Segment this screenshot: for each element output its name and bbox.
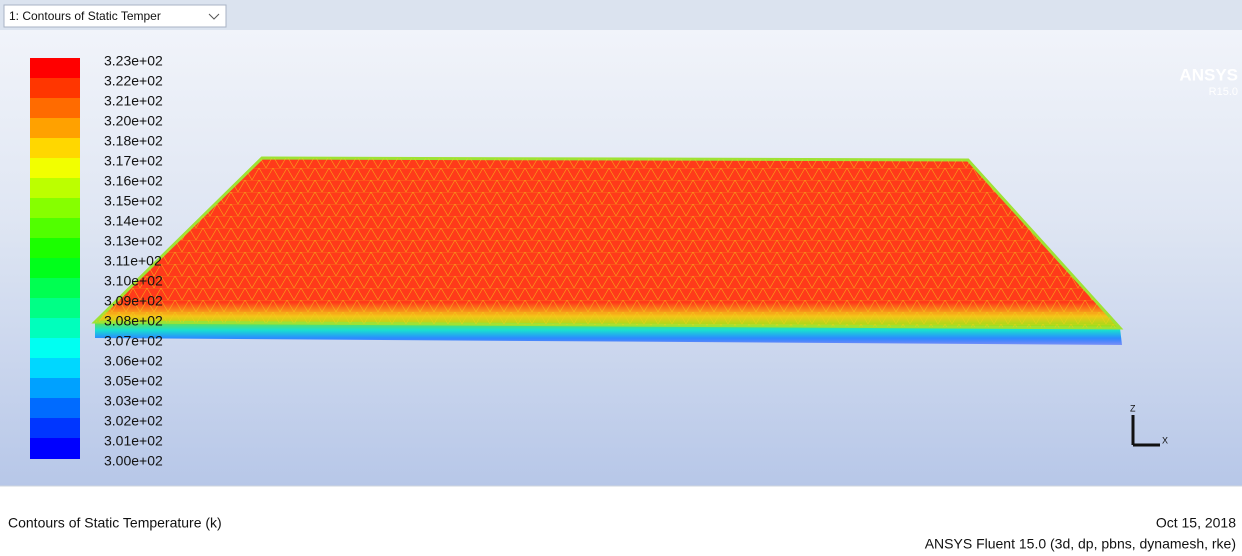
legend-swatch	[30, 298, 80, 319]
legend-label: 3.14e+02	[104, 213, 163, 229]
legend-label: 3.21e+02	[104, 93, 163, 109]
legend-swatch	[30, 78, 80, 99]
legend-label: 3.20e+02	[104, 113, 163, 129]
legend-swatch	[30, 318, 80, 339]
legend-label: 3.05e+02	[104, 373, 163, 389]
legend-label: 3.15e+02	[104, 193, 163, 209]
legend-label: 3.13e+02	[104, 233, 163, 249]
triad-x-label: X	[1162, 435, 1168, 445]
footer-title: Contours of Static Temperature (k)	[8, 515, 222, 531]
legend-label: 3.07e+02	[104, 333, 163, 349]
legend-label: 3.18e+02	[104, 133, 163, 149]
legend-label: 3.08e+02	[104, 313, 163, 329]
legend-swatch	[30, 178, 80, 199]
logo-version: R15.0	[1209, 86, 1238, 98]
legend-swatch	[30, 278, 80, 299]
legend-label: 3.17e+02	[104, 153, 163, 169]
legend-swatch	[30, 218, 80, 239]
legend-label: 3.16e+02	[104, 173, 163, 189]
footer-date: Oct 15, 2018	[1156, 515, 1236, 531]
legend-swatch	[30, 98, 80, 119]
legend-label: 3.22e+02	[104, 73, 163, 89]
legend-swatch	[30, 238, 80, 259]
legend-swatch	[30, 338, 80, 359]
legend-swatch	[30, 398, 80, 419]
legend-swatch	[30, 438, 80, 459]
logo-name: ANSYS	[1179, 65, 1238, 84]
legend-swatch	[30, 118, 80, 139]
legend-swatch	[30, 158, 80, 179]
plate-mesh	[95, 158, 1120, 328]
legend-label: 3.10e+02	[104, 273, 163, 289]
fluent-window: 1: Contours of Static Temper 3.23e+02 3.2…	[0, 0, 1242, 556]
legend-swatch	[30, 378, 80, 399]
legend-swatch	[30, 258, 80, 279]
legend-swatch	[30, 198, 80, 219]
legend-label: 3.01e+02	[104, 433, 163, 449]
dropdown[interactable]: 1: Contours of Static Temper	[4, 5, 226, 27]
legend-label: 3.06e+02	[104, 353, 163, 369]
legend-label: 3.03e+02	[104, 393, 163, 409]
dropdown-text[interactable]: 1: Contours of Static Temper	[9, 9, 161, 23]
legend-label: 3.02e+02	[104, 413, 163, 429]
legend-swatch	[30, 358, 80, 379]
legend-label: 3.11e+02	[104, 253, 162, 269]
legend-swatch	[30, 418, 80, 439]
triad-z-label: Z	[1130, 403, 1136, 413]
footer-solver: ANSYS Fluent 15.0 (3d, dp, pbns, dynames…	[925, 536, 1236, 552]
legend-swatch	[30, 58, 80, 79]
legend-label: 3.23e+02	[104, 53, 163, 69]
legend-label: 3.00e+02	[104, 453, 163, 469]
legend-swatch	[30, 138, 80, 159]
legend-label: 3.09e+02	[104, 293, 163, 309]
